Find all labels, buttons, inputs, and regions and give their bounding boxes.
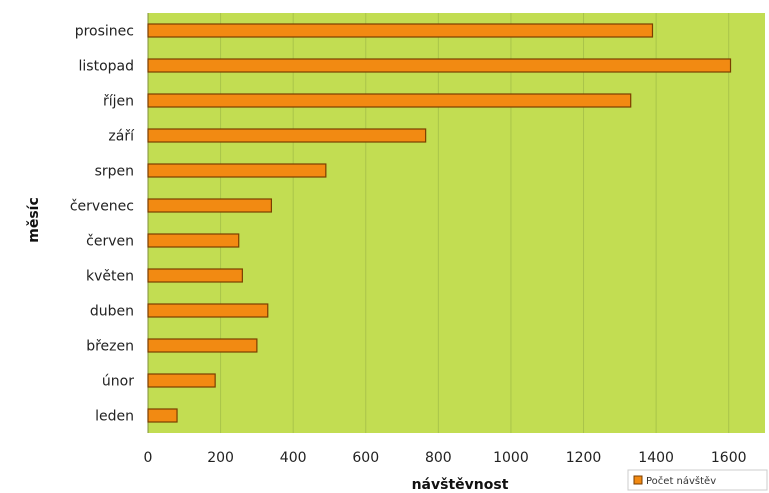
- category-label: říjen: [103, 94, 134, 110]
- bar-11: [147, 408, 178, 423]
- bar-1: [147, 58, 732, 73]
- category-label: leden: [95, 409, 134, 425]
- x-tick-label: 800: [425, 450, 452, 466]
- y-axis-title: měsíc: [26, 197, 42, 243]
- bar-9: [147, 338, 258, 353]
- category-label: květen: [86, 269, 134, 285]
- x-tick-label: 200: [207, 450, 234, 466]
- bar-4: [147, 163, 327, 178]
- category-label: prosinec: [75, 24, 134, 40]
- bar-3: [147, 128, 427, 143]
- x-tick-label: 1200: [566, 450, 602, 466]
- x-tick-label: 400: [280, 450, 307, 466]
- legend-box: [627, 469, 768, 491]
- bar-5: [147, 198, 273, 213]
- x-tick-label: 1600: [711, 450, 747, 466]
- category-label: červenec: [70, 199, 134, 215]
- category-label: červen: [86, 234, 134, 250]
- legend: Počet návštěv: [627, 469, 768, 491]
- grid-lines: [147, 13, 730, 433]
- legend-swatch: [633, 475, 643, 485]
- category-label: březen: [86, 339, 134, 355]
- category-label: srpen: [95, 164, 134, 180]
- bar-7: [147, 268, 243, 283]
- bar-6: [147, 233, 240, 248]
- x-tick-label: 1000: [493, 450, 529, 466]
- category-label: únor: [102, 374, 134, 390]
- bar-8: [147, 303, 269, 318]
- x-tick-labels: 0 200 400 600 800 1000 1200 1400 1600: [144, 450, 747, 466]
- category-label: duben: [90, 304, 134, 320]
- x-tick-label: 1400: [638, 450, 674, 466]
- category-labels: prosinec listopad říjen září srpen červenec če…: [70, 24, 135, 425]
- x-tick-label: 600: [352, 450, 379, 466]
- bar-2: [147, 93, 632, 108]
- bar-0: [147, 23, 654, 38]
- bar-10: [147, 373, 216, 388]
- x-axis-title: návštěvnost: [412, 477, 509, 493]
- category-label: září: [108, 129, 135, 145]
- legend-entry: Počet návštěv: [646, 475, 716, 487]
- x-tick-label: 0: [144, 450, 153, 466]
- category-label: listopad: [79, 59, 134, 75]
- plot-area: [148, 13, 765, 433]
- bars: [147, 23, 732, 423]
